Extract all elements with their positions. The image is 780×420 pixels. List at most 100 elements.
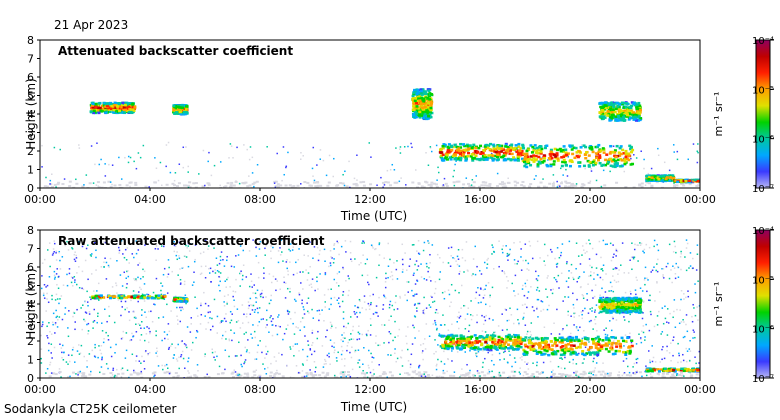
noise-cell xyxy=(283,276,285,278)
noise-cell xyxy=(413,304,416,306)
noise-cell xyxy=(522,374,525,377)
noise-cell xyxy=(419,373,423,376)
backscatter-cell xyxy=(426,93,430,96)
noise-cell xyxy=(642,300,645,303)
noise-cell xyxy=(416,269,419,271)
noise-cell xyxy=(624,291,627,294)
noise-cell xyxy=(542,361,545,364)
noise-cell xyxy=(474,374,476,377)
noise-cell xyxy=(316,280,318,283)
noise-cell xyxy=(650,375,654,378)
noise-cell xyxy=(181,350,184,353)
noise-cell xyxy=(422,343,425,345)
noise-cell xyxy=(289,291,291,293)
noise-cell xyxy=(362,369,364,372)
backscatter-cell xyxy=(540,161,544,164)
noise-cell xyxy=(491,244,493,246)
noise-cell xyxy=(186,184,190,187)
noise-cell xyxy=(278,352,280,354)
noise-cell xyxy=(95,269,97,271)
noise-cell xyxy=(546,296,549,298)
noise-cell xyxy=(588,370,592,373)
noise-cell xyxy=(342,373,346,376)
noise-cell xyxy=(73,275,76,278)
backscatter-cell xyxy=(424,101,428,105)
noise-cell xyxy=(510,314,513,316)
noise-cell xyxy=(338,271,341,273)
backscatter-cell xyxy=(539,150,543,154)
noise-cell xyxy=(644,184,647,186)
backscatter-cell xyxy=(569,159,573,162)
noise-cell xyxy=(427,376,431,378)
backscatter-cell xyxy=(420,96,424,100)
noise-cell xyxy=(689,265,692,267)
noise-cell xyxy=(572,276,574,279)
colorbar-tick-label: 10⁻⁴ xyxy=(752,36,774,47)
noise-cell xyxy=(367,281,369,284)
backscatter-cell xyxy=(95,110,99,114)
backscatter-cell xyxy=(595,156,599,159)
noise-cell xyxy=(245,313,248,315)
noise-cell xyxy=(143,360,145,363)
noise-cell xyxy=(435,375,439,378)
noise-cell xyxy=(269,250,272,252)
noise-cell xyxy=(161,339,163,342)
noise-cell xyxy=(131,253,134,255)
noise-cell xyxy=(282,260,284,262)
noise-cell xyxy=(582,362,584,364)
noise-cell xyxy=(286,287,289,290)
noise-cell xyxy=(659,361,662,363)
noise-cell xyxy=(456,351,459,353)
noise-cell xyxy=(101,330,104,332)
noise-cell xyxy=(287,273,289,276)
noise-cell xyxy=(275,360,277,362)
noise-cell xyxy=(347,341,349,344)
noise-cell xyxy=(522,284,524,287)
noise-cell xyxy=(307,374,309,376)
noise-cell xyxy=(175,376,179,378)
noise-cell xyxy=(238,341,240,344)
noise-cell xyxy=(281,179,283,182)
backscatter-cell xyxy=(412,91,416,95)
noise-cell xyxy=(243,376,247,378)
noise-cell xyxy=(168,330,171,333)
noise-cell xyxy=(73,253,76,256)
noise-cell xyxy=(423,312,426,315)
noise-cell xyxy=(682,184,686,187)
noise-cell xyxy=(506,252,509,255)
noise-cell xyxy=(219,255,222,258)
noise-cell xyxy=(512,374,516,377)
noise-cell xyxy=(203,291,205,294)
noise-cell xyxy=(174,295,177,298)
backscatter-cell xyxy=(429,93,433,96)
noise-cell xyxy=(587,340,590,342)
noise-cell xyxy=(517,293,520,295)
noise-cell xyxy=(421,373,425,376)
x-tick-label: 00:00 xyxy=(684,193,716,206)
noise-cell xyxy=(643,251,645,254)
noise-cell xyxy=(517,147,519,149)
backscatter-cell xyxy=(520,157,524,161)
noise-cell xyxy=(496,172,499,175)
backscatter-cell xyxy=(628,144,632,148)
noise-cell xyxy=(127,155,130,158)
noise-cell xyxy=(661,307,664,309)
noise-cell xyxy=(55,259,58,261)
noise-cell xyxy=(599,276,602,279)
backscatter-cell xyxy=(532,147,536,150)
noise-cell xyxy=(640,341,643,344)
noise-cell xyxy=(616,250,619,253)
noise-cell xyxy=(633,256,636,258)
backscatter-cell xyxy=(539,152,543,155)
noise-cell xyxy=(527,262,530,265)
noise-cell xyxy=(92,321,95,323)
noise-cell xyxy=(557,365,560,368)
noise-cell xyxy=(275,372,279,375)
noise-cell xyxy=(81,372,85,375)
noise-cell xyxy=(292,322,294,325)
noise-cell xyxy=(348,339,351,341)
backscatter-cell xyxy=(474,146,478,150)
noise-cell xyxy=(414,303,416,305)
noise-cell xyxy=(112,367,115,370)
noise-cell xyxy=(486,263,489,265)
